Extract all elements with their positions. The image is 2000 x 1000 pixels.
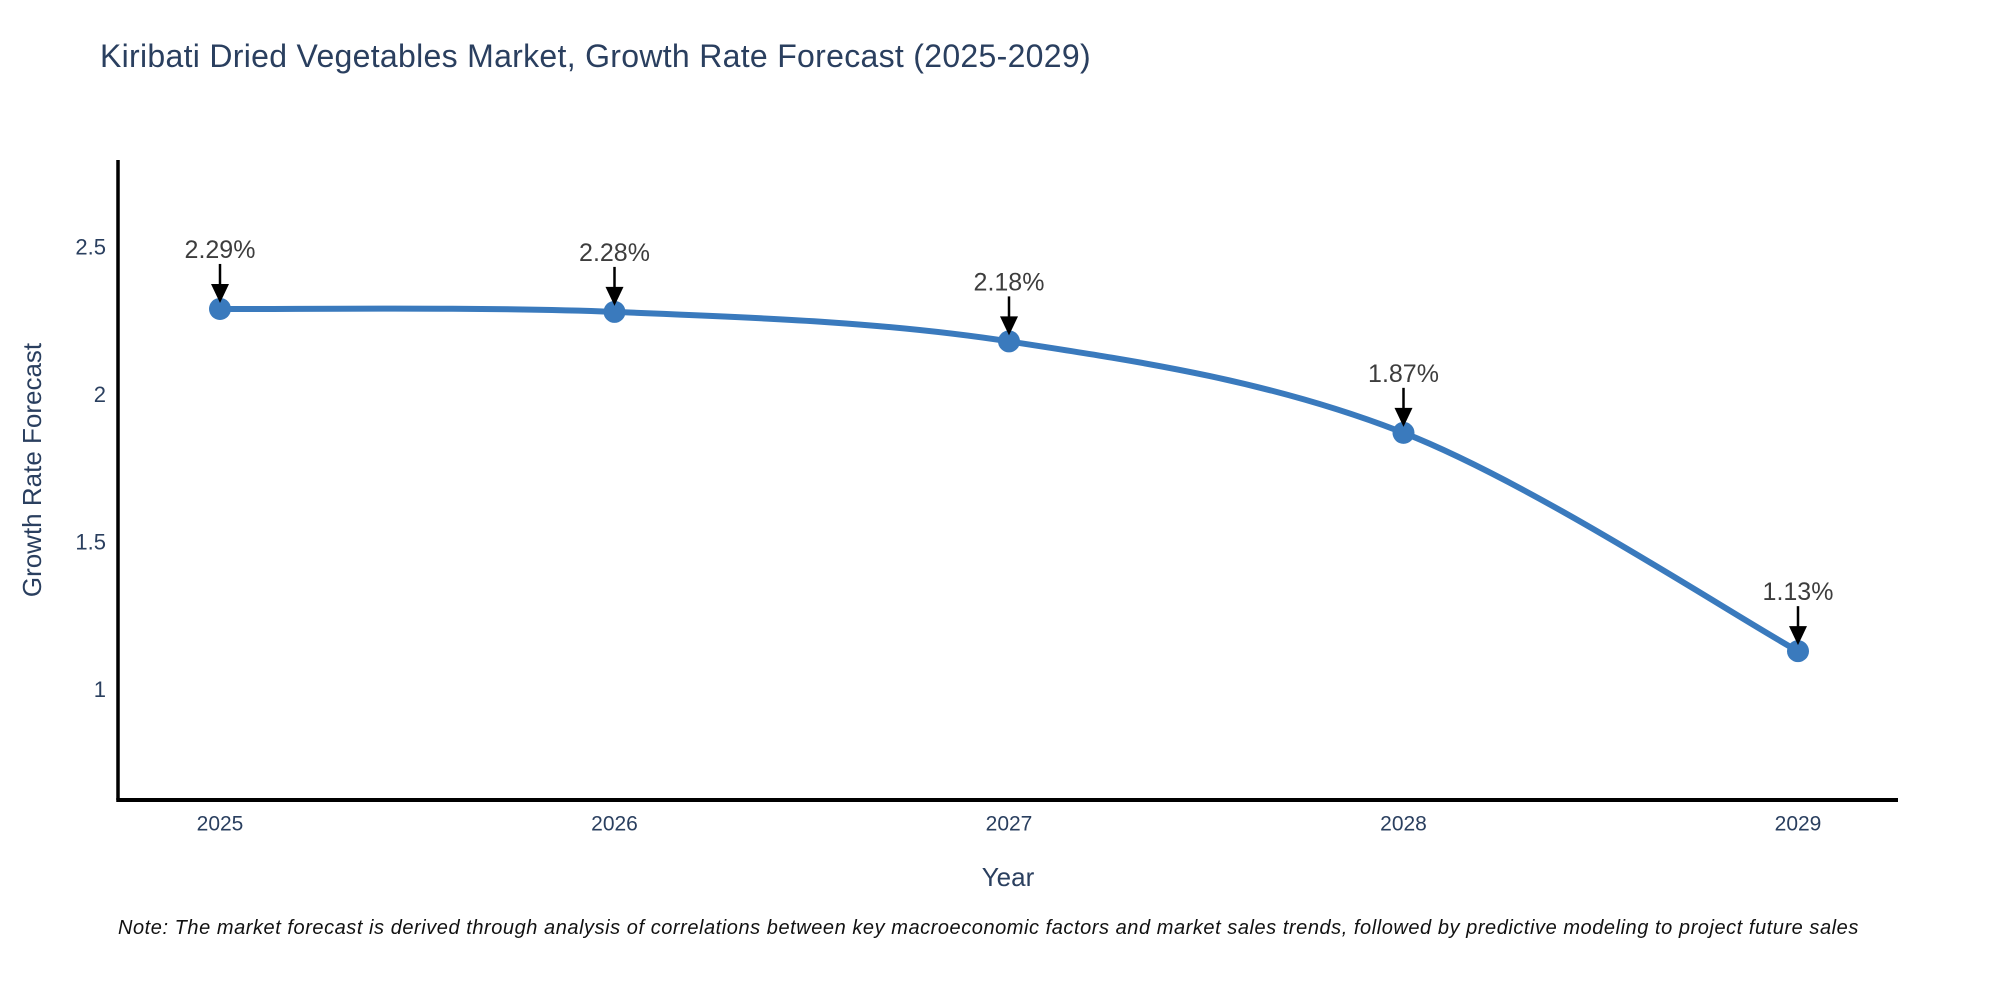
annotation-arrowhead (211, 283, 229, 303)
data-point[interactable] (209, 297, 231, 320)
x-tick-label: 2027 (986, 813, 1033, 836)
footnote: Note: The market forecast is derived thr… (118, 917, 1859, 939)
x-tick-label: 2025 (197, 813, 244, 836)
x-tick-label: 2028 (1380, 813, 1427, 836)
point-annotation: 1.87% (1368, 360, 1439, 388)
x-tick-label: 2026 (591, 813, 638, 836)
y-axis-title: Growth Rate Forecast (17, 342, 47, 597)
annotation-arrowhead (1394, 407, 1413, 427)
annotation-arrowhead (1789, 626, 1807, 646)
point-annotation: 2.28% (579, 239, 650, 267)
y-tick-label: 2.5 (75, 235, 106, 260)
y-tick-label: 2 (94, 382, 106, 407)
annotation-arrowhead (605, 286, 624, 306)
point-annotation: 2.18% (974, 268, 1045, 296)
chart-title: Kiribati Dried Vegetables Market, Growth… (100, 38, 1091, 74)
annotation-arrowhead (1000, 316, 1018, 336)
x-tick-label: 2029 (1775, 813, 1822, 836)
point-annotation: 1.13% (1763, 578, 1834, 606)
y-tick-label: 1.5 (75, 530, 106, 555)
data-point[interactable] (603, 300, 626, 323)
data-point[interactable] (1787, 640, 1809, 663)
plot-area[interactable] (118, 160, 1898, 800)
x-axis-title: Year (982, 862, 1035, 892)
y-tick-label: 1 (94, 677, 106, 702)
point-annotation: 2.29% (185, 236, 256, 264)
data-point[interactable] (998, 330, 1020, 353)
data-point[interactable] (1392, 421, 1415, 444)
